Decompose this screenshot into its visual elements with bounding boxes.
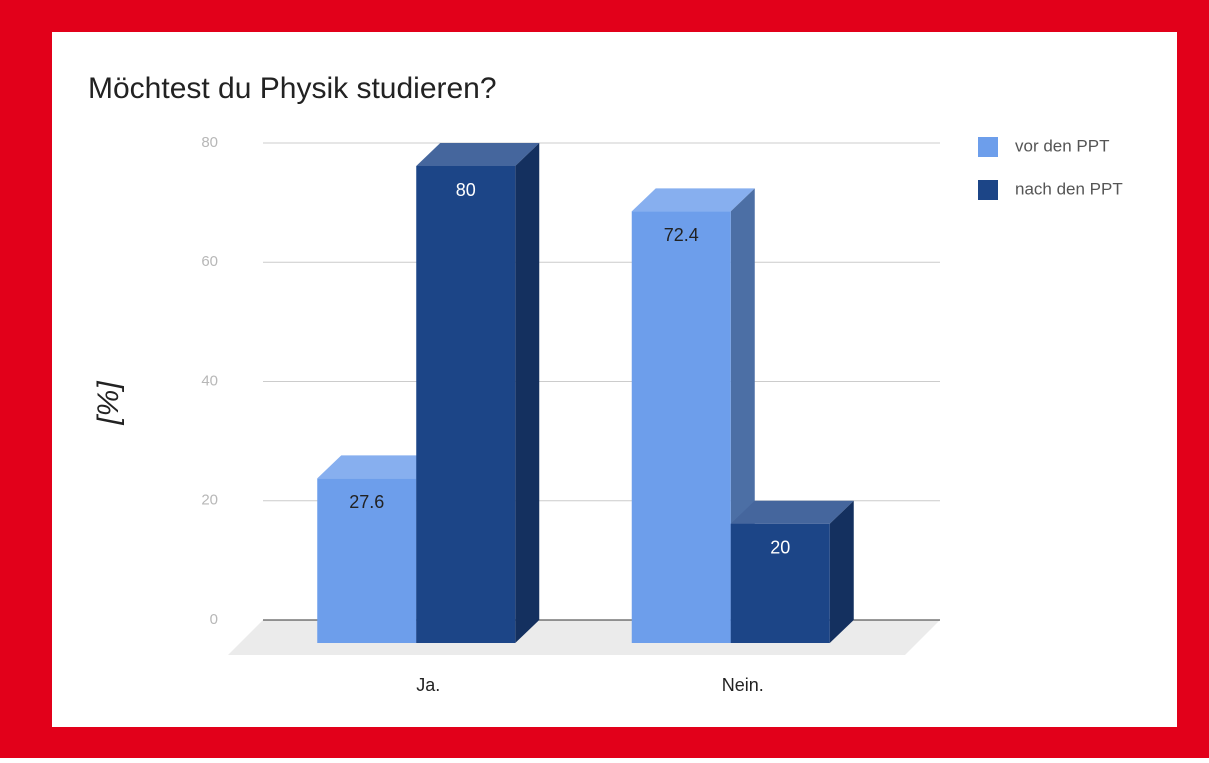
bar-side: [829, 500, 854, 643]
y-tick-label: 0: [210, 611, 218, 628]
legend-label: vor den PPT: [1015, 136, 1110, 155]
bar-side: [515, 143, 540, 643]
y-axis-label: [%]: [92, 381, 125, 426]
bar-top: [416, 143, 540, 166]
y-tick-label: 80: [201, 134, 218, 151]
data-label: 80: [456, 180, 476, 200]
data-label: 27.6: [349, 492, 384, 512]
y-tick-label: 40: [201, 372, 218, 389]
bar-top: [317, 455, 441, 479]
legend-swatch: [978, 137, 998, 157]
chart-title: Möchtest du Physik studieren?: [88, 72, 497, 105]
legend-swatch: [978, 180, 998, 200]
bar: [730, 523, 830, 643]
bar: [416, 166, 516, 643]
x-tick-label: Ja.: [416, 675, 440, 695]
bar-top: [730, 500, 854, 524]
bar: [317, 478, 417, 643]
y-tick-label: 20: [201, 492, 218, 509]
bar: [631, 211, 731, 643]
y-tick-label: 60: [201, 253, 218, 270]
x-tick-label: Nein.: [722, 675, 764, 695]
legend-label: nach den PPT: [1015, 179, 1123, 198]
data-label: 20: [770, 538, 790, 558]
data-label: 72.4: [664, 225, 699, 245]
bar-top: [631, 188, 755, 212]
